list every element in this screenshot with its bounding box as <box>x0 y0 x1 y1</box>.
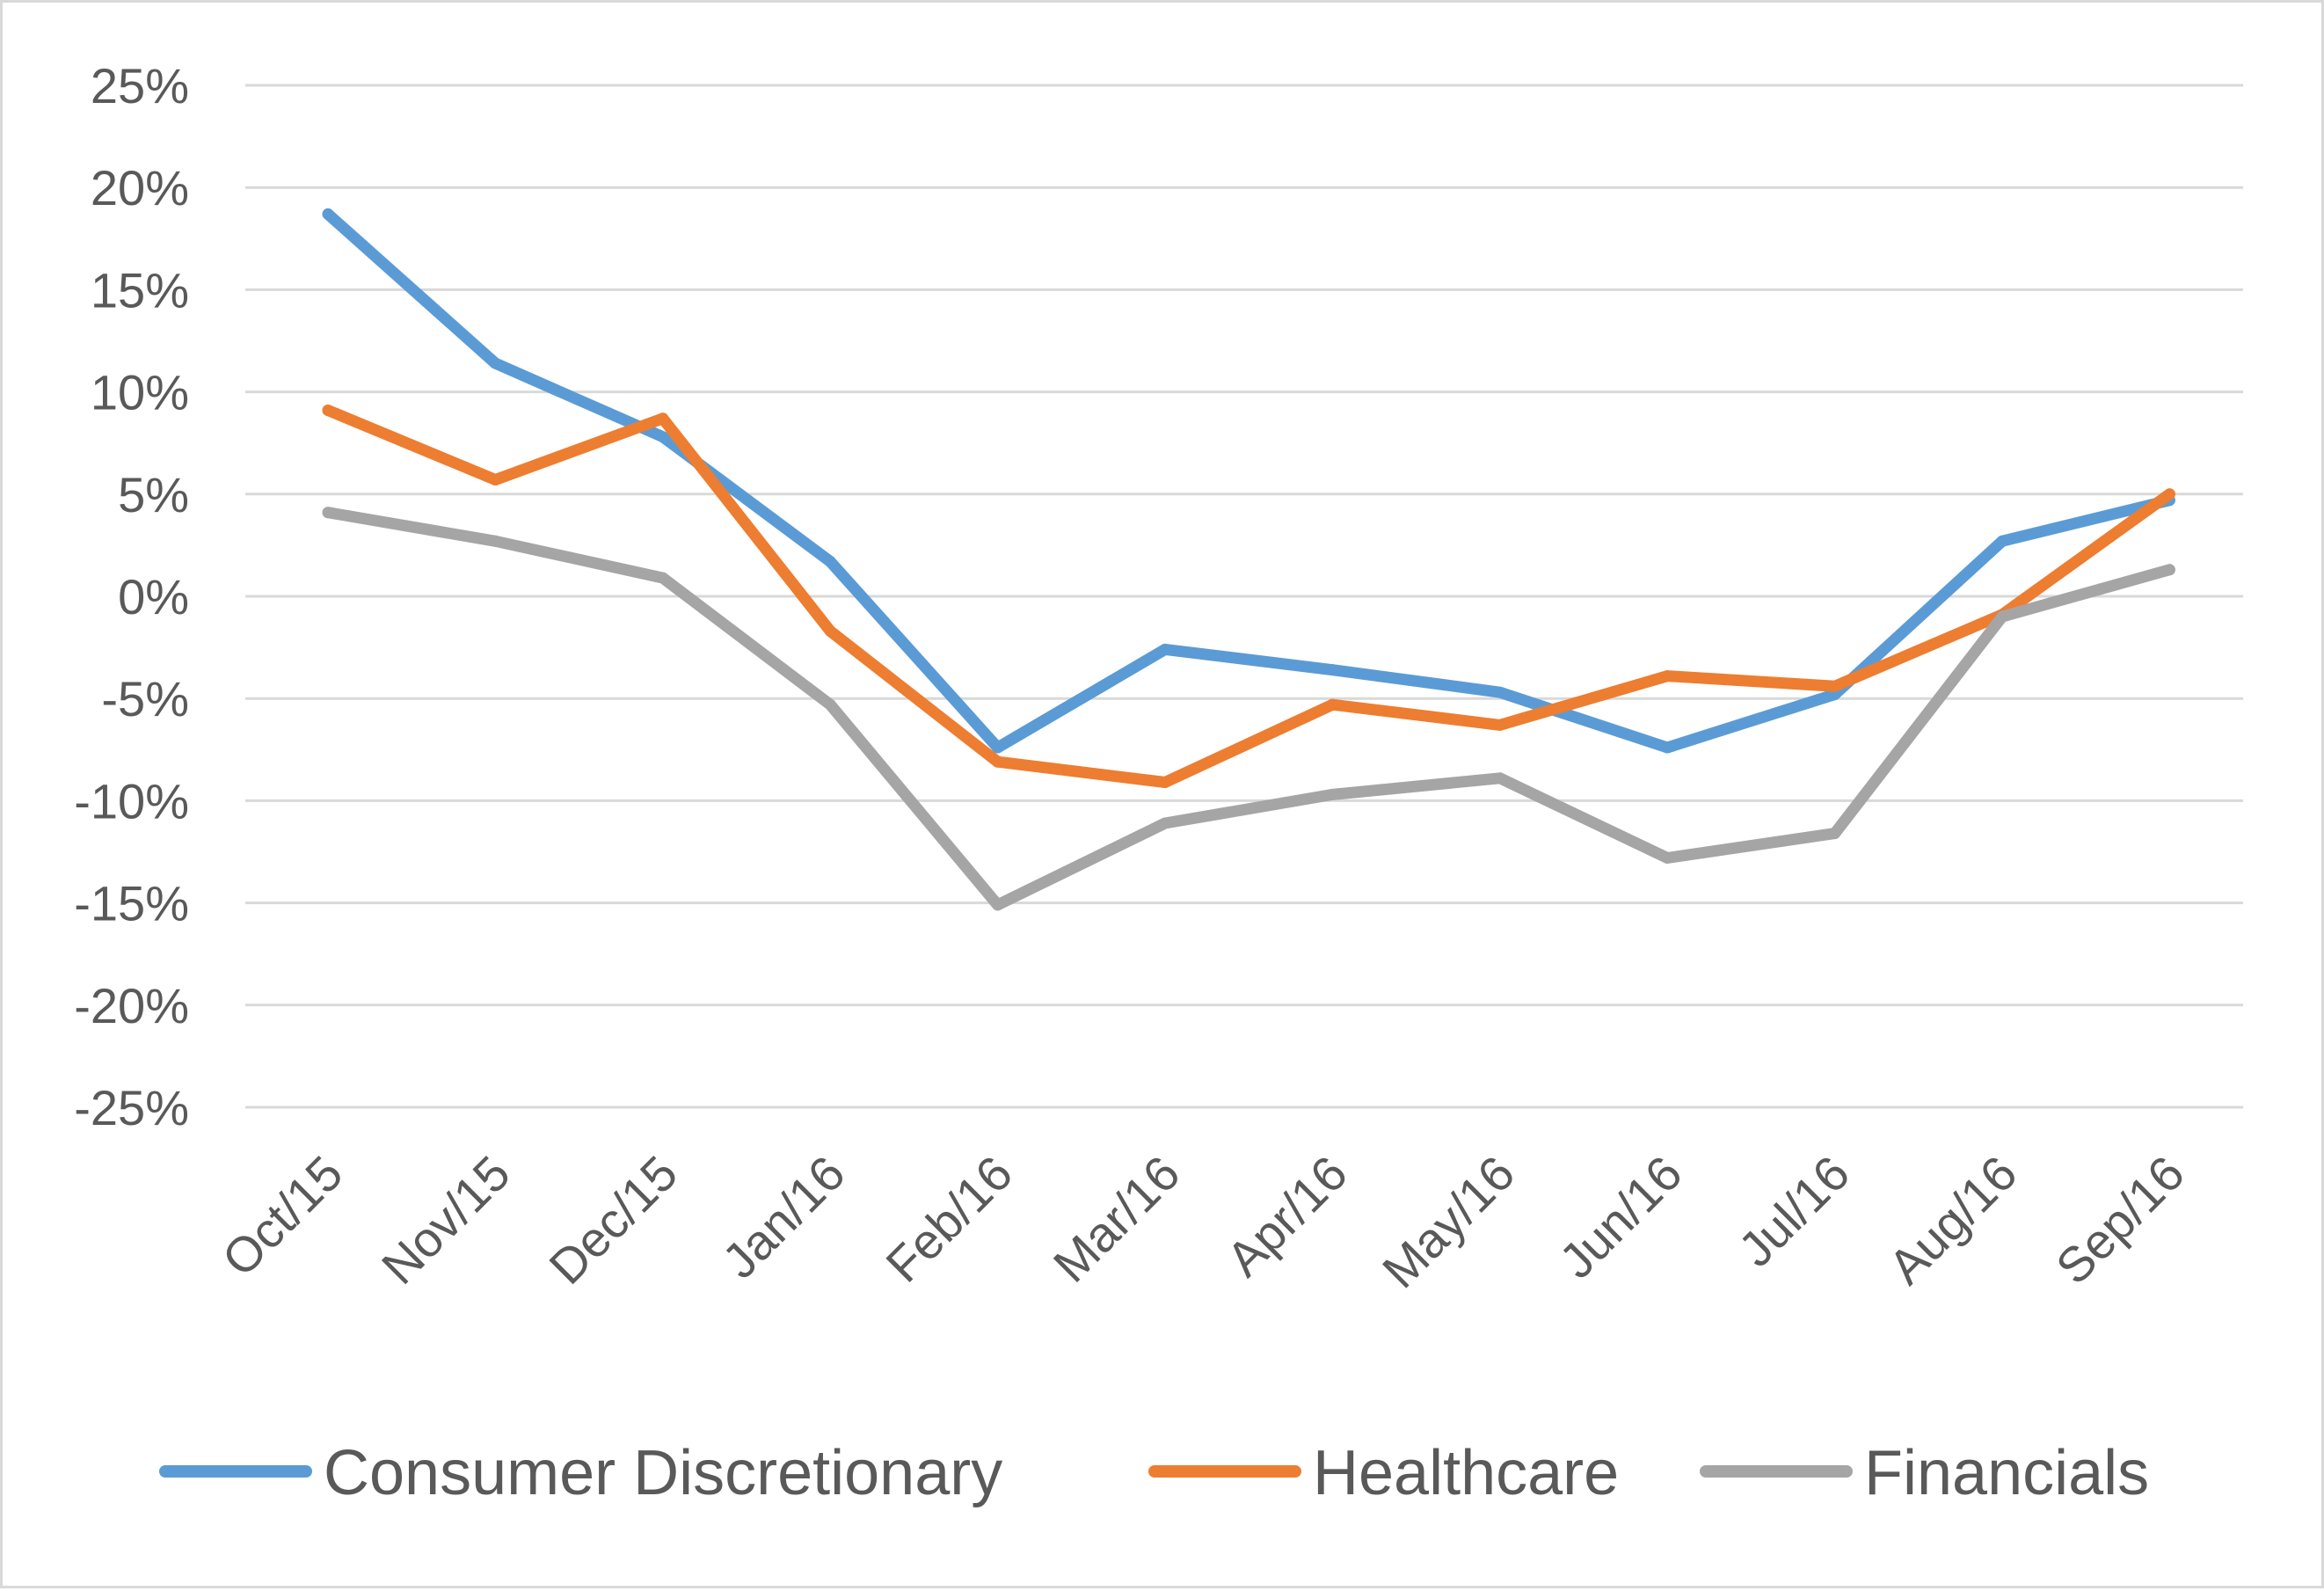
data-point-financials <box>657 572 669 584</box>
x-tick-label: Apr/16 <box>1216 1145 1358 1287</box>
data-point-consumer-discretionary <box>1494 686 1506 698</box>
x-tick-label: Feb/16 <box>875 1145 1023 1293</box>
data-point-financials <box>992 899 1004 911</box>
series-line-financials <box>322 507 2175 911</box>
x-tick-label: Oct/15 <box>211 1145 353 1287</box>
y-tick-label: -20% <box>74 978 189 1033</box>
data-point-financials <box>1996 610 2008 623</box>
y-tick-label: 10% <box>91 365 189 420</box>
y-tick-label: -25% <box>74 1080 189 1135</box>
x-tick-label: Mar/16 <box>1043 1145 1191 1293</box>
data-point-consumer-discretionary <box>1159 643 1171 655</box>
data-point-financials <box>1159 817 1171 829</box>
x-tick-label: May/16 <box>1372 1145 1525 1298</box>
data-point-healthcare <box>1159 776 1171 788</box>
data-point-financials <box>824 698 836 711</box>
x-tick-label: Aug/16 <box>1877 1145 2027 1295</box>
data-point-consumer-discretionary <box>1996 535 2008 547</box>
y-tick-label: 5% <box>118 467 189 522</box>
series-lines <box>322 208 2175 911</box>
y-tick-label: 20% <box>91 160 189 215</box>
x-tick-label: Dec/15 <box>538 1145 688 1295</box>
x-axis-tick-labels: Oct/15 Nov/15 Dec/15 Jan/16 Feb/16 Mar/16 Apr/… <box>211 1145 2195 1298</box>
y-tick-label: 0% <box>118 569 189 624</box>
data-point-consumer-discretionary <box>824 555 836 567</box>
series-line-consumer-discretionary <box>322 208 2175 754</box>
data-point-consumer-discretionary <box>489 357 501 369</box>
data-point-financials <box>1494 772 1506 785</box>
data-point-healthcare <box>1829 680 1841 692</box>
legend-label-healthcare: Healthcare <box>1313 1438 1619 1508</box>
data-point-financials <box>1661 851 1673 864</box>
data-point-financials <box>1326 788 1338 800</box>
data-point-healthcare <box>489 474 501 486</box>
line-chart: 25% 20% 15% 10% 5% 0% -5% -10% -15% -20% -25% Oct/… <box>74 58 2243 1508</box>
y-tick-label: 15% <box>91 262 189 317</box>
x-tick-label: Jan/16 <box>711 1145 855 1288</box>
x-tick-label: Jun/16 <box>1548 1145 1692 1288</box>
data-point-financials <box>489 535 501 547</box>
data-point-healthcare <box>992 755 1004 768</box>
data-point-healthcare <box>2163 488 2175 500</box>
data-point-healthcare <box>1661 670 1673 682</box>
data-point-financials <box>1829 828 1841 840</box>
legend-label-financials: Financials <box>1864 1438 2149 1508</box>
data-point-healthcare <box>1326 698 1338 711</box>
data-point-healthcare <box>824 625 836 638</box>
data-point-healthcare <box>1494 719 1506 731</box>
data-point-financials <box>322 507 334 519</box>
y-axis-tick-labels: 25% 20% 15% 10% 5% 0% -5% -10% -15% -20% -25% <box>74 58 189 1135</box>
data-point-consumer-discretionary <box>992 741 1004 754</box>
y-tick-label: -10% <box>74 773 189 828</box>
y-tick-label: -5% <box>101 671 189 726</box>
legend-label-consumer-discretionary: Consumer Discretionary <box>324 1438 1002 1508</box>
x-tick-label: Jul/16 <box>1728 1145 1860 1277</box>
data-point-consumer-discretionary <box>322 208 334 220</box>
data-point-healthcare <box>322 405 334 417</box>
y-tick-label: -15% <box>74 876 189 931</box>
series-line-healthcare <box>322 405 2175 788</box>
data-point-healthcare <box>657 412 669 425</box>
data-point-consumer-discretionary <box>1661 741 1673 754</box>
gridlines <box>245 84 2243 1109</box>
legend: Consumer Discretionary Healthcare Financia… <box>159 1438 2149 1508</box>
data-point-financials <box>2163 564 2175 576</box>
x-tick-label: Nov/15 <box>371 1145 521 1295</box>
data-point-consumer-discretionary <box>1326 664 1338 676</box>
x-tick-label: Sep/16 <box>2045 1145 2195 1295</box>
data-point-consumer-discretionary <box>657 431 669 443</box>
y-tick-label: 25% <box>91 58 189 113</box>
